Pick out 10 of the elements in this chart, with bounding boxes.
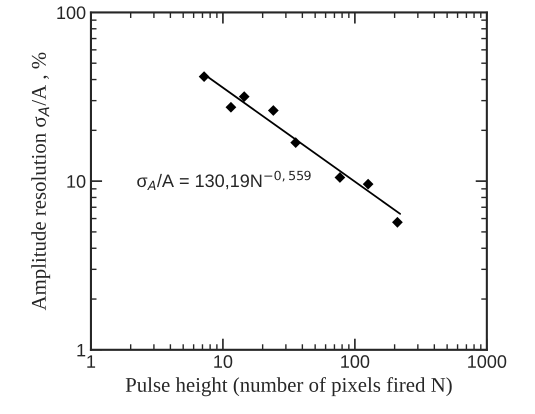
x-tick-label: 1	[87, 355, 96, 368]
y-tick-label: 1	[77, 344, 86, 356]
y-tick-label: 100	[57, 6, 86, 20]
x-tick-label: 1000	[468, 355, 506, 368]
y-axis-title: Amplitude resolution σ$_{A}$/A , %	[31, 52, 50, 310]
y-tick-label: 10	[67, 175, 86, 188]
x-tick-label: 10	[214, 355, 232, 368]
annotation: σ$_{A}$/A = 130,19N$^{−0,559}$	[137, 170, 311, 190]
x-tick-label: 100	[341, 355, 370, 368]
x-axis-title: Pulse height (number of pixels fired N)	[126, 377, 452, 396]
